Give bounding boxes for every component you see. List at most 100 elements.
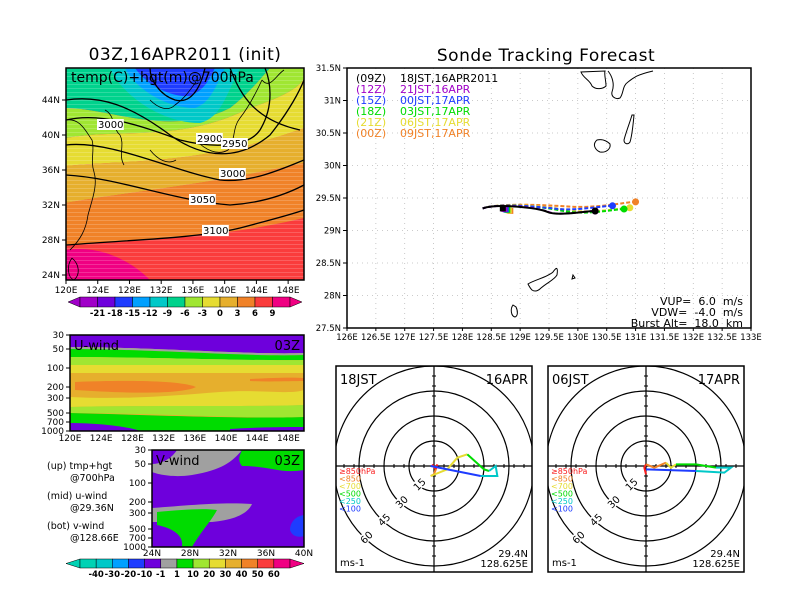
ring-label-bg xyxy=(568,526,589,547)
hodograph-segment xyxy=(430,465,481,477)
colorbar-tick-label: 20 xyxy=(203,570,215,580)
vwind-frame xyxy=(151,449,305,548)
map700-y-tick-label: 24N xyxy=(42,271,60,281)
contour-label-bg xyxy=(97,119,124,130)
legend-jst: 18JST,16APR2011 xyxy=(400,72,498,85)
track-y-tick-label: 27.5N xyxy=(316,324,341,334)
map700-panel: 03Z,16APR2011 (init) 3000 2900 2950 3000 305… xyxy=(42,45,305,319)
map700-coastline xyxy=(65,69,285,281)
ring-label-bg xyxy=(356,526,377,547)
colorbar-swatch xyxy=(114,296,133,308)
vwind-panel: V-wind 03Z 24N 28N 32N 36N 40N 30 50 100 200300… xyxy=(65,446,313,580)
vwind-x-tick-label: 32N xyxy=(219,549,237,559)
vwind-y-tick-label: 200 xyxy=(129,498,146,508)
uwind-time: 03Z xyxy=(275,339,301,354)
uwind-x-tick-label: 140E xyxy=(215,434,238,444)
colorbar-tick-label: -6 xyxy=(180,309,190,319)
uwind-y-tick-label: 200 xyxy=(47,383,64,393)
vdw-text: VDW= -4.0 m/s xyxy=(651,306,743,319)
colorbar-swatch xyxy=(176,558,194,569)
colorbar-swatch xyxy=(257,558,275,569)
track-line-15Z xyxy=(482,204,613,211)
track-x-tick-label: 129.5E xyxy=(534,333,564,343)
track-x-tick-label: 130.5E xyxy=(592,333,622,343)
hodograph-level-label: <100 xyxy=(551,505,573,514)
colorbar-tick-label: 9 xyxy=(270,309,276,319)
colorbar-tick-label: 30 xyxy=(219,570,231,580)
colorbar-tick-label: -20 xyxy=(121,570,136,580)
hodograph-06jst: 15304560≥850hPa<850<700<500<250<10006JST… xyxy=(547,365,745,573)
track-x-tick-label: 128E xyxy=(452,333,474,343)
hodograph-level-label: ≥850hPa xyxy=(551,467,588,476)
vwind-x-ticks: 24N 28N 32N 36N 40N xyxy=(143,549,313,559)
track-x-tick-label: 132.5E xyxy=(707,333,737,343)
wind-colorbar: -40 -30 -20 -10 -1 1 10 20 30 40 50 60 xyxy=(65,558,305,580)
track-y-ticks: 31.5N 31N 30.5N 30N 29.5N 29N 28.5N 28N 27.5N xyxy=(316,64,347,334)
uwind-frame xyxy=(69,334,305,432)
colorbar-tick-label: -1 xyxy=(156,570,166,580)
uwind-band xyxy=(70,405,304,418)
hodograph-level-label: <700 xyxy=(551,482,573,491)
track-title: Sonde Tracking Forecast xyxy=(437,46,655,66)
legend-jst: 00JST,17APR xyxy=(400,94,471,107)
map700-title: 03Z,16APR2011 (init) xyxy=(89,45,282,65)
hodograph-segment xyxy=(430,453,468,477)
colorbar-max-arrow xyxy=(289,296,303,308)
contour-label-bg xyxy=(202,225,229,236)
track-y-tick-label: 29N xyxy=(324,227,341,237)
vwind-x-tick-label: 24N xyxy=(143,549,161,559)
hodograph-lon: 128.625E xyxy=(480,559,528,570)
note-up-b: @700hPa xyxy=(70,473,115,484)
map700-x-tick-label: 140E xyxy=(213,286,236,296)
colorbar-tick-label: 40 xyxy=(236,570,248,580)
legend-jst: 03JST,17APR xyxy=(400,105,471,118)
track-x-tick-label: 131E xyxy=(625,333,647,343)
track-x-tick-label: 129E xyxy=(509,333,531,343)
contour-label-bg xyxy=(221,138,248,149)
vwind-time: 03Z xyxy=(275,454,301,469)
colorbar-swatch xyxy=(272,296,291,308)
hodograph-segment xyxy=(665,461,677,469)
colorbar-max-arrow xyxy=(289,558,305,569)
map700-y-tick-label: 36N xyxy=(42,166,60,176)
uwind-y-tick-label: 30 xyxy=(53,331,65,341)
uwind-label: U-wind xyxy=(74,339,119,354)
map700-y-ticks: 44N 40N 36N 32N 28N 24N xyxy=(42,96,66,281)
map700-x-ticks: 120E 124E 128E 132E 136E 140E 144E 148E xyxy=(55,280,300,296)
track-panel: Sonde Tracking Forecast (09Z) 18JST,16APR… xyxy=(316,46,762,343)
legend-jst: 09JST,17APR xyxy=(400,127,471,140)
colorbar-swatch xyxy=(241,558,258,569)
track-line-18Z xyxy=(482,204,625,214)
colorbar-tick-label: 0 xyxy=(217,309,223,319)
vup-text: VUP= 6.0 m/s xyxy=(660,295,743,308)
uwind-y-tick-label: 50 xyxy=(53,345,65,355)
colorbar-tick-label: -21 xyxy=(90,309,105,319)
uwind-panel: U-wind 03Z 120E 124E 128E 132E 136E 140E 144E 1… xyxy=(41,331,305,444)
colorbar-swatch xyxy=(167,296,186,308)
hodograph-time: 06JST xyxy=(552,373,589,388)
legend-utc: (12Z) xyxy=(356,83,386,96)
track-burst-marker-18Z xyxy=(620,205,628,213)
hodograph-frame xyxy=(335,365,533,573)
ring-label-bg xyxy=(604,491,624,512)
uwind-y-tick-label: 700 xyxy=(47,418,64,428)
map700-x-tick-label: 136E xyxy=(181,286,204,296)
hodograph-level-label: <850 xyxy=(339,475,361,484)
contour-label-bg xyxy=(189,194,216,205)
colorbar-tick-label: 50 xyxy=(252,570,264,580)
colorbar-swatch xyxy=(184,296,203,308)
hodograph-level-label: <850 xyxy=(551,475,573,484)
colorbar-swatch xyxy=(254,296,273,308)
vwind-y-tick-label: 50 xyxy=(135,460,147,470)
colorbar-swatch xyxy=(273,558,291,569)
colorbar-swatch xyxy=(79,296,98,308)
note-mid-a: (mid) u-wind xyxy=(47,491,107,502)
uwind-x-tick-label: 148E xyxy=(277,434,300,444)
legend-utc: (09Z) xyxy=(356,72,386,85)
map700-frame xyxy=(65,67,305,281)
hodograph-units: ms-1 xyxy=(340,558,365,569)
hodograph-segment xyxy=(645,461,667,469)
hodograph-level-label: <500 xyxy=(339,490,361,499)
contour-label: 3000 xyxy=(98,120,123,131)
vwind-band xyxy=(157,509,217,547)
